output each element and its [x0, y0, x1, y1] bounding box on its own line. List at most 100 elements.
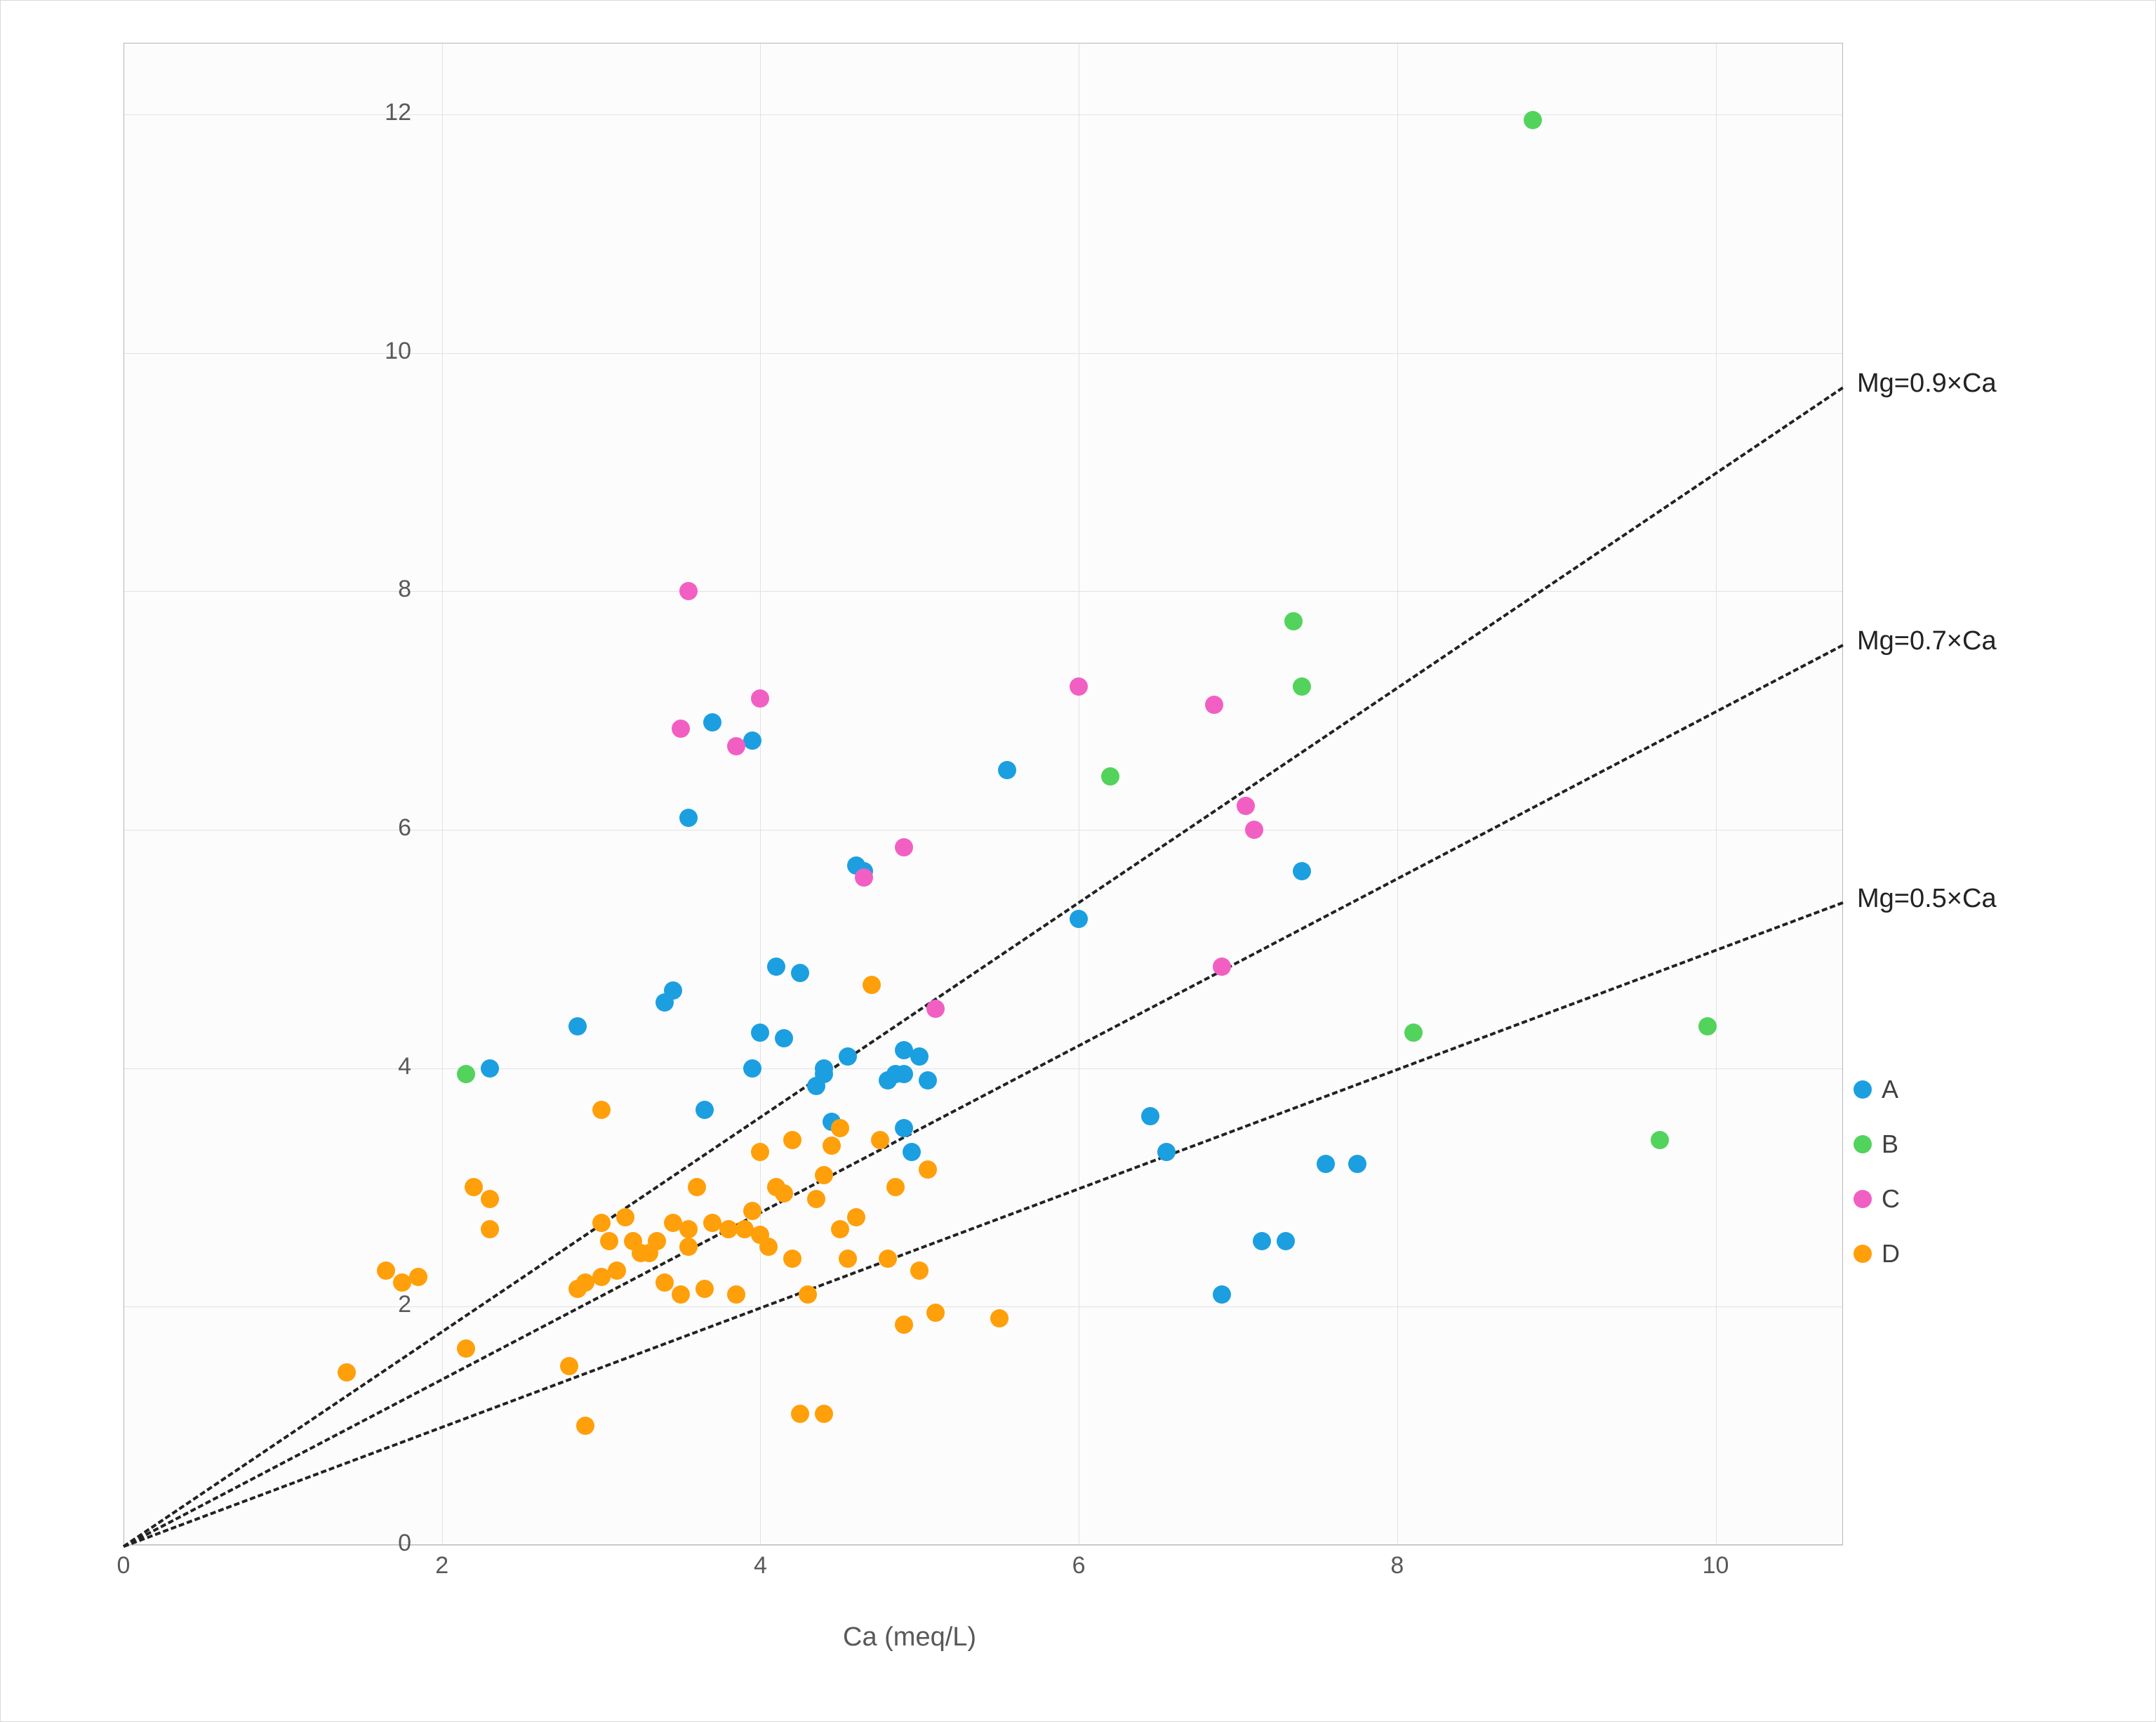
scatter-point-series-A[interactable] — [703, 713, 721, 731]
scatter-point-series-C[interactable] — [1237, 797, 1255, 815]
scatter-point-series-A[interactable] — [1253, 1232, 1271, 1250]
scatter-point-series-D[interactable] — [608, 1261, 626, 1280]
scatter-point-series-A[interactable] — [775, 1029, 793, 1047]
scatter-point-series-A[interactable] — [1293, 862, 1311, 880]
scatter-point-series-D[interactable] — [600, 1232, 618, 1250]
legend-item-D[interactable]: D — [1854, 1239, 1900, 1269]
scatter-point-series-D[interactable] — [616, 1208, 634, 1226]
scatter-point-series-D[interactable] — [823, 1137, 841, 1155]
scatter-point-series-D[interactable] — [560, 1357, 578, 1375]
scatter-point-series-A[interactable] — [791, 964, 809, 982]
scatter-point-series-D[interactable] — [847, 1208, 865, 1226]
scatter-point-series-D[interactable] — [863, 976, 881, 994]
legend-item-C[interactable]: C — [1854, 1184, 1900, 1214]
scatter-point-series-D[interactable] — [656, 1273, 674, 1292]
scatter-point-series-C[interactable] — [1245, 821, 1263, 839]
scatter-point-series-A[interactable] — [481, 1059, 499, 1078]
scatter-point-series-C[interactable] — [855, 868, 873, 887]
scatter-point-series-A[interactable] — [696, 1101, 714, 1119]
scatter-point-series-A[interactable] — [767, 958, 785, 976]
scatter-point-series-A[interactable] — [895, 1119, 913, 1137]
scatter-point-series-D[interactable] — [775, 1184, 793, 1203]
scatter-point-series-D[interactable] — [815, 1405, 833, 1423]
scatter-point-series-D[interactable] — [831, 1220, 849, 1238]
scatter-point-series-D[interactable] — [576, 1417, 594, 1435]
scatter-point-series-D[interactable] — [592, 1268, 611, 1286]
scatter-point-series-C[interactable] — [672, 720, 690, 738]
scatter-point-series-C[interactable] — [895, 838, 913, 856]
scatter-point-series-C[interactable] — [1205, 696, 1223, 714]
scatter-point-series-A[interactable] — [919, 1071, 937, 1090]
scatter-point-series-D[interactable] — [751, 1226, 769, 1244]
scatter-point-series-A[interactable] — [1213, 1285, 1231, 1304]
scatter-point-series-D[interactable] — [910, 1261, 929, 1280]
scatter-point-series-D[interactable] — [696, 1280, 714, 1298]
scatter-point-series-D[interactable] — [871, 1131, 889, 1149]
scatter-point-series-D[interactable] — [592, 1214, 611, 1232]
scatter-point-series-B[interactable] — [1651, 1131, 1669, 1149]
scatter-point-series-D[interactable] — [839, 1250, 857, 1268]
scatter-point-series-A[interactable] — [895, 1065, 913, 1083]
scatter-point-series-B[interactable] — [1293, 677, 1311, 696]
scatter-point-series-D[interactable] — [783, 1131, 801, 1149]
scatter-point-series-B[interactable] — [1404, 1024, 1423, 1042]
scatter-point-series-D[interactable] — [481, 1190, 499, 1208]
scatter-point-series-D[interactable] — [592, 1101, 611, 1119]
scatter-point-series-D[interactable] — [815, 1166, 833, 1184]
scatter-point-series-D[interactable] — [727, 1285, 745, 1304]
scatter-point-series-D[interactable] — [743, 1202, 761, 1220]
scatter-point-series-A[interactable] — [903, 1143, 921, 1161]
scatter-point-series-B[interactable] — [1101, 767, 1119, 786]
scatter-point-series-D[interactable] — [409, 1268, 427, 1286]
scatter-point-series-D[interactable] — [791, 1405, 809, 1423]
scatter-point-series-D[interactable] — [751, 1143, 769, 1161]
scatter-point-series-A[interactable] — [743, 731, 761, 750]
scatter-point-series-A[interactable] — [679, 809, 698, 827]
scatter-point-series-D[interactable] — [457, 1339, 475, 1358]
scatter-point-series-A[interactable] — [1317, 1155, 1335, 1173]
legend-item-B[interactable]: B — [1854, 1130, 1900, 1159]
scatter-point-series-B[interactable] — [1524, 111, 1542, 129]
scatter-point-series-D[interactable] — [831, 1119, 849, 1137]
scatter-point-series-D[interactable] — [338, 1363, 356, 1382]
scatter-point-series-D[interactable] — [679, 1220, 698, 1238]
scatter-point-series-D[interactable] — [886, 1178, 905, 1196]
scatter-point-series-D[interactable] — [990, 1309, 1009, 1327]
scatter-point-series-D[interactable] — [799, 1285, 817, 1304]
scatter-point-series-A[interactable] — [815, 1059, 833, 1078]
scatter-point-series-A[interactable] — [1157, 1143, 1176, 1161]
scatter-point-series-C[interactable] — [1070, 677, 1088, 696]
scatter-point-series-A[interactable] — [568, 1017, 587, 1035]
scatter-point-series-A[interactable] — [664, 981, 682, 1000]
scatter-point-series-D[interactable] — [919, 1160, 937, 1179]
scatter-point-series-D[interactable] — [879, 1250, 897, 1268]
scatter-point-series-C[interactable] — [679, 582, 698, 600]
scatter-point-series-A[interactable] — [910, 1047, 929, 1066]
scatter-point-series-D[interactable] — [679, 1238, 698, 1256]
scatter-point-series-D[interactable] — [377, 1261, 395, 1280]
scatter-point-series-A[interactable] — [1141, 1107, 1159, 1125]
scatter-point-series-C[interactable] — [926, 1000, 945, 1018]
scatter-point-series-D[interactable] — [481, 1220, 499, 1238]
scatter-point-series-A[interactable] — [839, 1047, 857, 1066]
scatter-point-series-D[interactable] — [783, 1250, 801, 1268]
scatter-point-series-D[interactable] — [895, 1316, 913, 1334]
scatter-point-series-A[interactable] — [751, 1024, 769, 1042]
scatter-point-series-A[interactable] — [1348, 1155, 1366, 1173]
scatter-point-series-C[interactable] — [727, 737, 745, 755]
scatter-point-series-A[interactable] — [1070, 910, 1088, 928]
scatter-point-series-A[interactable] — [743, 1059, 761, 1078]
scatter-point-series-B[interactable] — [1284, 612, 1303, 630]
scatter-point-series-D[interactable] — [465, 1178, 483, 1196]
scatter-point-series-D[interactable] — [648, 1232, 666, 1250]
scatter-point-series-C[interactable] — [1213, 958, 1231, 976]
scatter-point-series-B[interactable] — [457, 1065, 475, 1083]
scatter-point-series-D[interactable] — [672, 1285, 690, 1304]
legend-item-A[interactable]: A — [1854, 1075, 1900, 1104]
scatter-point-series-D[interactable] — [926, 1304, 945, 1322]
scatter-point-series-A[interactable] — [998, 761, 1016, 779]
scatter-point-series-D[interactable] — [688, 1178, 706, 1196]
scatter-point-series-A[interactable] — [1277, 1232, 1295, 1250]
scatter-point-series-C[interactable] — [751, 689, 769, 708]
scatter-point-series-B[interactable] — [1698, 1017, 1717, 1035]
